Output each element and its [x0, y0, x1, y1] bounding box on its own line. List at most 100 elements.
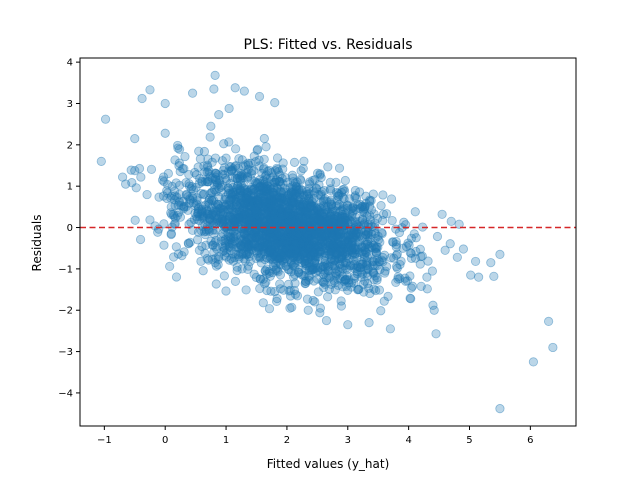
scatter-point — [265, 185, 275, 195]
scatter-point — [289, 232, 299, 242]
scatter-point — [243, 187, 253, 198]
scatter-point — [198, 211, 209, 221]
scatter-point — [294, 267, 304, 277]
scatter-point — [271, 226, 282, 237]
scatter-point — [351, 228, 361, 238]
scatter-point — [359, 252, 370, 262]
scatter-point — [288, 260, 299, 270]
scatter-point — [329, 276, 339, 286]
scatter-point — [312, 203, 322, 213]
scatter-point — [248, 206, 259, 216]
scatter-point — [283, 264, 293, 274]
scatter-point — [340, 215, 350, 225]
scatter-point — [391, 224, 401, 234]
scatter-point — [231, 199, 242, 210]
scatter-point — [192, 211, 202, 222]
scatter-point — [309, 276, 319, 286]
scatter-point — [212, 206, 222, 216]
scatter-point — [313, 168, 323, 178]
scatter-point — [241, 160, 251, 170]
scatter-point — [365, 196, 375, 207]
scatter-point — [319, 247, 329, 258]
scatter-point — [280, 234, 290, 244]
scatter-point — [409, 229, 419, 239]
scatter-point — [370, 271, 380, 281]
scatter-point — [306, 216, 316, 226]
scatter-point — [200, 200, 210, 210]
scatter-point — [179, 202, 189, 212]
scatter-point — [293, 231, 303, 241]
scatter-point — [281, 240, 291, 250]
scatter-point — [300, 258, 310, 268]
scatter-point — [405, 248, 415, 258]
scatter-point — [263, 243, 273, 253]
scatter-point — [243, 160, 254, 170]
scatter-point — [307, 254, 318, 264]
scatter-point — [280, 219, 290, 229]
scatter-point — [265, 195, 275, 206]
scatter-point — [258, 186, 268, 196]
scatter-point — [316, 216, 326, 226]
scatter-point — [361, 265, 371, 275]
scatter-point — [256, 258, 266, 268]
scatter-point — [235, 185, 245, 196]
scatter-point — [329, 217, 339, 227]
scatter-point — [386, 194, 397, 204]
scatter-point — [298, 244, 308, 255]
scatter-point — [276, 204, 286, 214]
scatter-point — [317, 276, 328, 286]
scatter-point — [180, 151, 190, 162]
scatter-point — [245, 218, 255, 228]
scatter-point — [341, 263, 351, 273]
scatter-point — [244, 247, 254, 257]
y-tick-label: 4 — [67, 58, 73, 69]
scatter-point — [389, 253, 399, 263]
scatter-point — [253, 178, 263, 188]
scatter-point — [324, 208, 334, 218]
scatter-point — [281, 244, 291, 254]
scatter-point — [304, 242, 314, 252]
scatter-point — [286, 267, 296, 277]
scatter-point — [283, 217, 293, 227]
scatter-point — [327, 231, 338, 241]
scatter-point — [276, 198, 286, 208]
scatter-point — [254, 252, 264, 262]
scatter-point — [290, 237, 300, 247]
scatter-point — [309, 229, 319, 239]
scatter-point — [193, 162, 203, 172]
scatter-point — [256, 212, 267, 222]
scatter-point — [292, 217, 302, 228]
scatter-point — [257, 210, 267, 220]
scatter-point — [248, 200, 258, 210]
scatter-point — [251, 215, 262, 225]
scatter-point — [307, 201, 317, 211]
scatter-point — [382, 262, 392, 272]
scatter-point — [216, 203, 226, 213]
scatter-point — [289, 214, 300, 224]
scatter-point — [431, 329, 441, 339]
scatter-point — [232, 173, 242, 183]
scatter-point — [350, 249, 361, 259]
scatter-point — [247, 185, 258, 196]
scatter-point — [217, 180, 227, 191]
scatter-point — [191, 170, 202, 180]
scatter-point — [278, 242, 288, 252]
scatter-point — [276, 260, 286, 270]
scatter-point — [272, 164, 283, 175]
scatter-point — [326, 209, 336, 220]
scatter-point — [264, 231, 274, 242]
scatter-point — [347, 245, 357, 255]
scatter-point — [290, 215, 300, 225]
scatter-point — [333, 280, 343, 290]
scatter-point — [310, 244, 321, 254]
scatter-point — [330, 256, 340, 266]
scatter-point — [270, 166, 280, 176]
scatter-point — [259, 194, 270, 204]
scatter-point — [293, 245, 303, 256]
scatter-point — [237, 250, 247, 260]
scatter-point — [121, 179, 131, 189]
scatter-point — [254, 204, 264, 214]
scatter-point — [204, 169, 214, 179]
scatter-point — [183, 192, 193, 202]
scatter-point — [332, 231, 342, 241]
